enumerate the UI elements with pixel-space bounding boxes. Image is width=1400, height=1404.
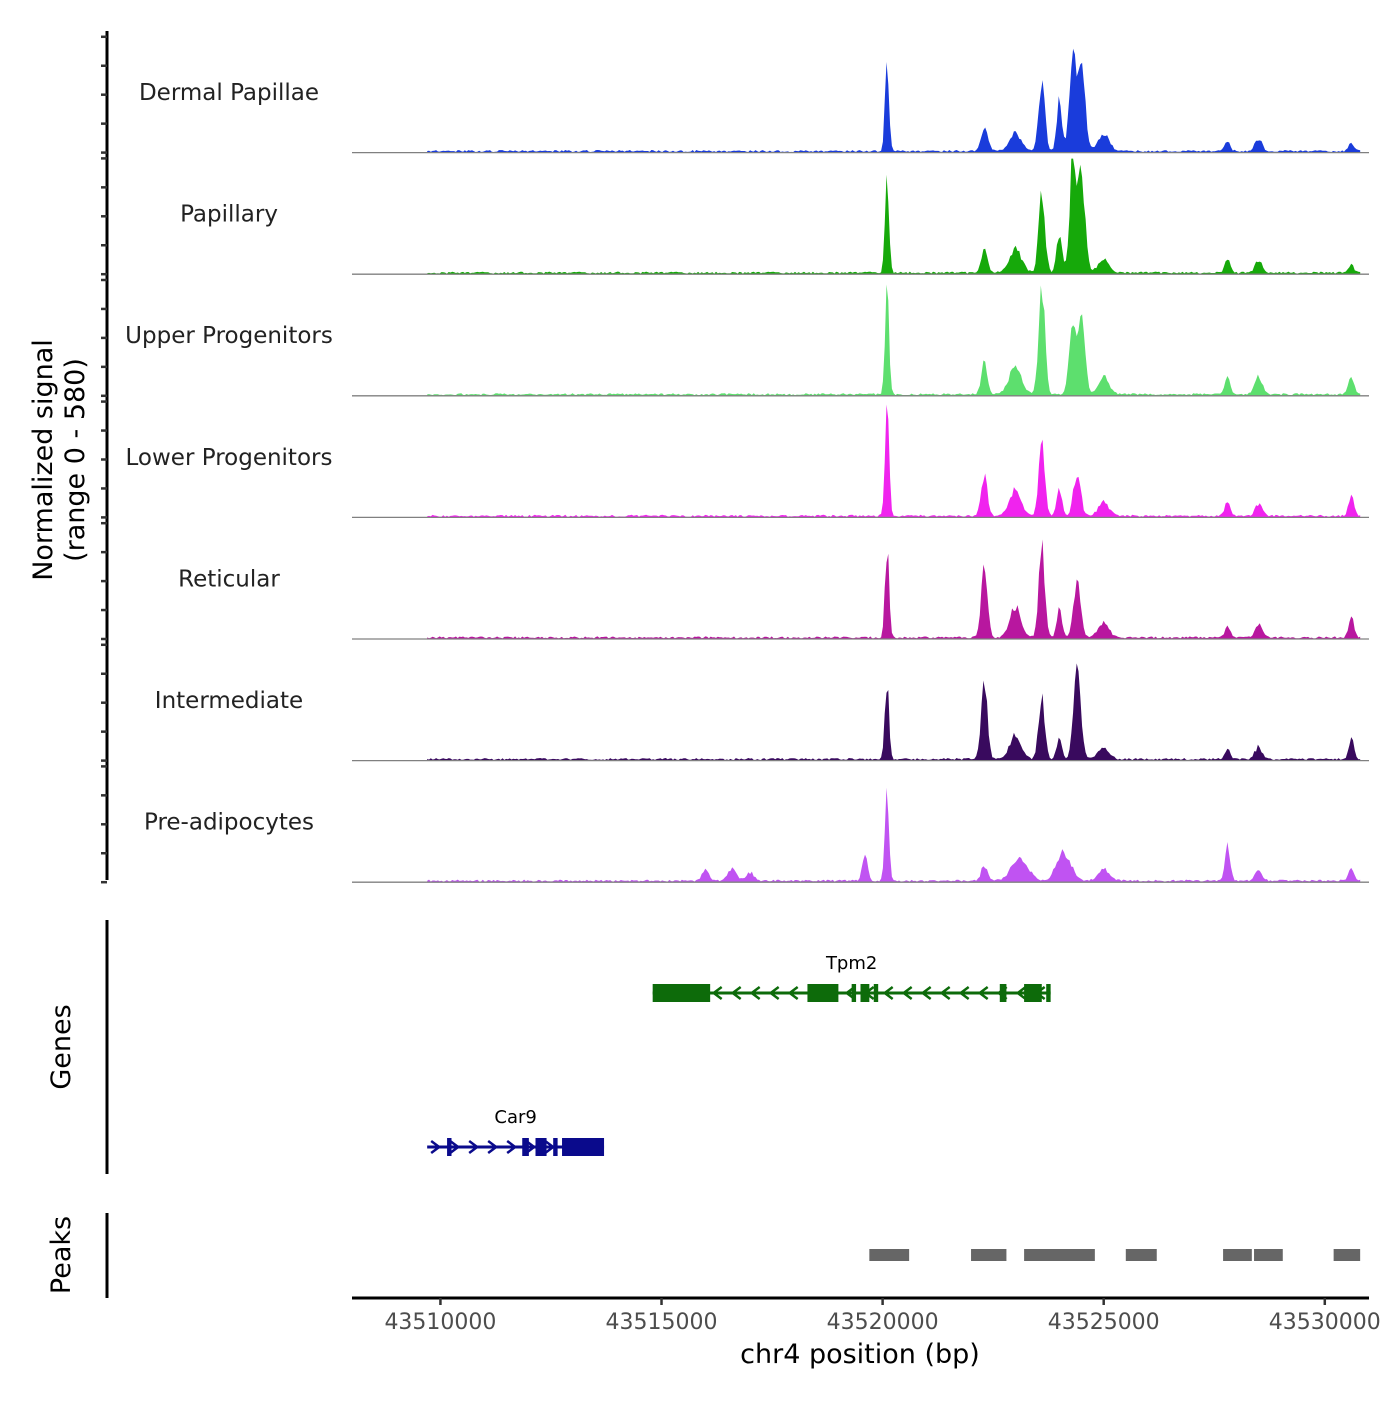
peak-region-bar xyxy=(1223,1249,1252,1261)
strand-arrow xyxy=(468,1140,480,1154)
strand-arrow xyxy=(449,1140,461,1154)
peak-regions xyxy=(869,1249,1361,1261)
peak-region-bar xyxy=(1024,1249,1095,1261)
x-axis-ticks: 43510000 43515000 43520000 43525000 43530000 xyxy=(384,1298,1381,1335)
signal-area-papillary xyxy=(427,158,1361,275)
peak-region-bar xyxy=(1125,1249,1157,1261)
strand-arrow xyxy=(939,986,951,1000)
strand-arrow xyxy=(920,986,932,1000)
signal-area-intermediate xyxy=(427,663,1361,761)
exon-block xyxy=(522,1138,529,1156)
signal-y-axis xyxy=(101,31,109,884)
track-label-dermal-papillae: Dermal Papillae xyxy=(139,80,319,106)
genes-axis-label: Genes xyxy=(46,1004,77,1089)
strand-arrow xyxy=(544,1140,556,1154)
signal-area-lower-progenitors xyxy=(427,404,1361,518)
peaks-axis-label: Peaks xyxy=(46,1216,77,1294)
strand-arrow xyxy=(901,986,913,1000)
exon-block xyxy=(562,1138,605,1156)
track-label-intermediate: Intermediate xyxy=(155,688,303,714)
exon-block xyxy=(553,1138,558,1156)
signal-y-axis-label-line2: (range 0 - 580) xyxy=(60,358,91,562)
x-tick-label: 43510000 xyxy=(384,1310,496,1335)
strand-arrow xyxy=(749,986,761,1000)
gene-name-label: Car9 xyxy=(494,1107,536,1128)
gene-car9: Car9 xyxy=(427,1107,605,1156)
track-label-papillary: Papillary xyxy=(180,202,278,228)
strand-arrow xyxy=(711,986,723,1000)
exon-block xyxy=(1046,984,1051,1002)
exon-block xyxy=(851,984,857,1002)
x-tick-label: 43530000 xyxy=(1269,1310,1381,1335)
peak-region-bar xyxy=(869,1249,910,1261)
peak-region-bar xyxy=(971,1249,1007,1261)
track-label-pre-adipocytes: Pre-adipocytes xyxy=(144,810,314,836)
exon-block xyxy=(652,984,711,1002)
exon-block xyxy=(860,984,870,1002)
x-tick-label: 43515000 xyxy=(606,1310,718,1335)
peak-region-bar xyxy=(1333,1249,1361,1261)
strand-arrow xyxy=(882,986,894,1000)
exon-block xyxy=(807,984,839,1002)
track-labels: Dermal Papillae Papillary Upper Progenitor… xyxy=(125,80,333,836)
track-label-lower-progenitors: Lower Progenitors xyxy=(126,445,333,471)
track-label-upper-progenitors: Upper Progenitors xyxy=(125,323,333,349)
signal-y-axis-label-line1: Normalized signal xyxy=(28,339,59,581)
x-axis-label: chr4 position (bp) xyxy=(740,1339,980,1370)
peak-region-bar xyxy=(1254,1249,1283,1261)
strand-arrow xyxy=(730,986,742,1000)
signal-area-pre-adipocytes xyxy=(427,787,1361,883)
strand-arrow xyxy=(768,986,780,1000)
track-label-reticular: Reticular xyxy=(178,566,280,592)
x-tick-label: 43525000 xyxy=(1048,1310,1160,1335)
gene-annotations: Car9 Tpm2 xyxy=(427,953,1051,1156)
signal-area-dermal-papillae xyxy=(427,48,1361,153)
strand-arrow xyxy=(958,986,970,1000)
signal-tracks xyxy=(352,48,1369,883)
strand-arrow xyxy=(1015,986,1027,1000)
strand-arrow xyxy=(487,1140,499,1154)
exon-block xyxy=(873,984,879,1002)
exon-block xyxy=(1024,984,1042,1002)
signal-area-reticular xyxy=(427,539,1361,639)
gene-name-label: Tpm2 xyxy=(825,953,877,974)
exon-block xyxy=(999,984,1007,1002)
gene-tpm2: Tpm2 xyxy=(652,953,1051,1002)
signal-area-upper-progenitors xyxy=(427,284,1361,396)
strand-arrow xyxy=(977,986,989,1000)
exon-block xyxy=(447,1138,452,1156)
strand-arrow xyxy=(787,986,799,1000)
x-tick-label: 43520000 xyxy=(827,1310,939,1335)
exon-block xyxy=(535,1138,547,1156)
strand-arrow xyxy=(430,1140,442,1154)
strand-arrow xyxy=(506,1140,518,1154)
